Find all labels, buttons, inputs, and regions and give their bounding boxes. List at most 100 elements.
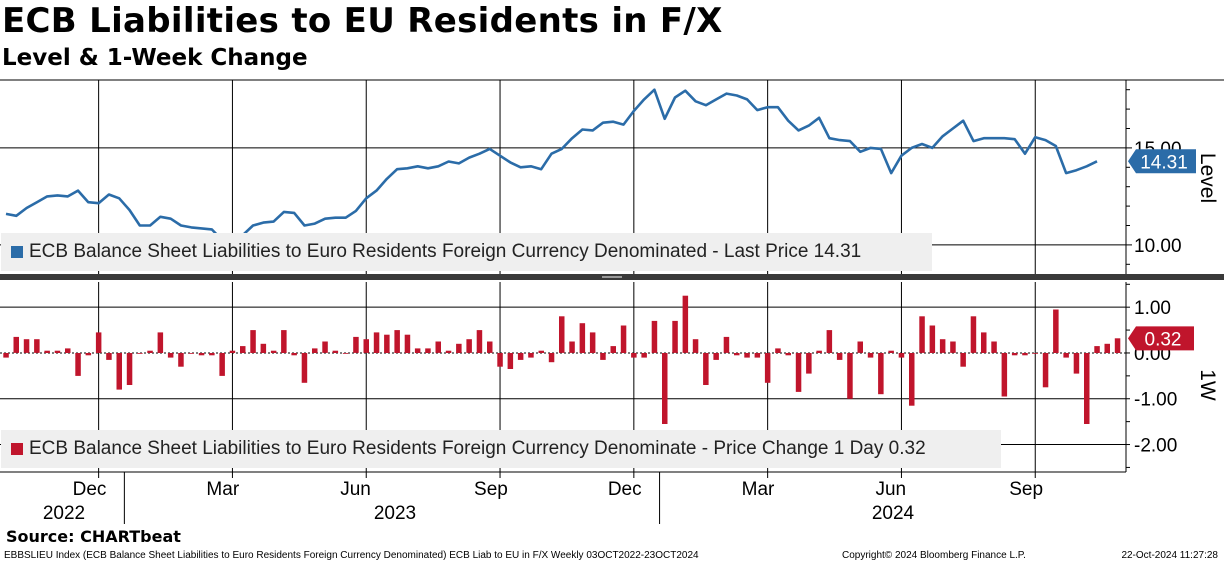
change-bar [23, 339, 30, 353]
change-bar [723, 336, 730, 353]
change-bar [528, 353, 534, 358]
change-bar [54, 350, 61, 353]
change-bar [662, 353, 668, 424]
level-axis-title: Level [1196, 153, 1219, 203]
footer-timestamp: 22-Oct-2024 11:27:28 [1121, 550, 1218, 561]
change-bar [198, 353, 205, 356]
change-bar [34, 339, 40, 353]
level-series-line [5, 88, 1098, 242]
change-bar [538, 350, 544, 353]
change-bar [610, 346, 616, 353]
change-bar [291, 353, 297, 356]
change-bar [651, 320, 658, 353]
change-bar [116, 353, 122, 390]
change-bar [353, 336, 359, 353]
year-label: 2023 [374, 503, 416, 524]
change-bar [312, 348, 318, 353]
change-bar [857, 341, 863, 353]
change-bar [219, 353, 225, 376]
change-bar [734, 353, 740, 356]
change-bar [1073, 353, 1080, 374]
change-bar [137, 353, 143, 354]
change-bar [1011, 353, 1018, 356]
change-bar [507, 353, 514, 369]
change-bar [229, 350, 236, 353]
change-tick-label: -1.00 [1134, 390, 1177, 411]
change-bar [1032, 353, 1038, 354]
change-bar [250, 330, 256, 353]
level-last-value-label: 14.31 [1140, 152, 1188, 173]
change-bar [95, 332, 102, 353]
footer-description: EBBSLIEU Index (ECB Balance Sheet Liabil… [4, 550, 699, 561]
change-bar [579, 323, 586, 353]
change-bar [384, 334, 390, 353]
change-bar [1084, 353, 1090, 424]
change-legend-text: ECB Balance Sheet Liabilities to Euro Re… [29, 438, 926, 459]
change-bar [703, 353, 709, 385]
month-label: Jun [340, 479, 371, 500]
change-bar [1022, 353, 1028, 356]
change-bar [970, 316, 977, 353]
panel-divider-grip [602, 276, 622, 278]
change-bar [785, 353, 791, 356]
change-bar [806, 353, 812, 374]
change-bar [847, 353, 853, 399]
change-bar [167, 353, 174, 358]
change-bar [867, 353, 874, 358]
change-bar [939, 339, 946, 353]
change-bar [404, 334, 411, 353]
change-bar [888, 350, 894, 353]
change-bar [240, 346, 246, 353]
change-bar [476, 330, 483, 353]
change-bar [332, 350, 339, 353]
change-bar [744, 353, 750, 358]
change-bar [929, 325, 936, 353]
change-bar [85, 353, 92, 356]
change-last-value-label: 0.32 [1145, 329, 1182, 350]
change-bar [270, 350, 277, 353]
change-bar [713, 353, 719, 360]
change-bar [950, 341, 956, 353]
month-label: Sep [474, 479, 508, 500]
change-bar [1001, 353, 1008, 397]
change-bar [106, 353, 112, 360]
change-tick-label: 1.00 [1134, 298, 1171, 319]
change-bar [878, 353, 884, 395]
change-bar [991, 341, 997, 353]
change-bar [826, 330, 833, 353]
chart-subtitle: Level & 1-Week Change [2, 45, 308, 71]
change-bar [836, 353, 843, 360]
change-bar [425, 348, 431, 353]
change-bar [342, 353, 349, 354]
change-bar [1042, 353, 1049, 388]
change-bar [816, 350, 822, 353]
change-bar [682, 295, 689, 353]
change-bar [981, 332, 987, 353]
change-bar [3, 353, 9, 358]
change-bar [641, 353, 647, 358]
month-label: Mar [206, 479, 239, 500]
change-bar [919, 316, 925, 353]
month-label: Dec [73, 479, 107, 500]
change-bar [559, 316, 565, 353]
change-bar [435, 341, 441, 353]
month-label: Mar [742, 479, 775, 500]
change-bar [445, 350, 452, 353]
change-bar [209, 353, 215, 356]
change-bar [1114, 338, 1121, 353]
year-label: 2022 [43, 503, 85, 524]
footer-copyright: Copyright© 2024 Bloomberg Finance L.P. [842, 550, 1026, 561]
change-bar [487, 341, 493, 353]
level-legend: ECB Balance Sheet Liabilities to Euro Re… [1, 233, 932, 271]
change-bar [754, 353, 761, 358]
level-legend-swatch [11, 246, 23, 258]
change-last-value-tag [1128, 326, 1194, 351]
month-label: Sep [1009, 479, 1043, 500]
change-legend: ECB Balance Sheet Liabilities to Euro Re… [1, 430, 1001, 468]
month-label: Jun [875, 479, 906, 500]
change-bar [178, 353, 184, 367]
change-legend-swatch [11, 443, 23, 455]
change-bar [548, 353, 555, 363]
change-bar [517, 353, 524, 360]
